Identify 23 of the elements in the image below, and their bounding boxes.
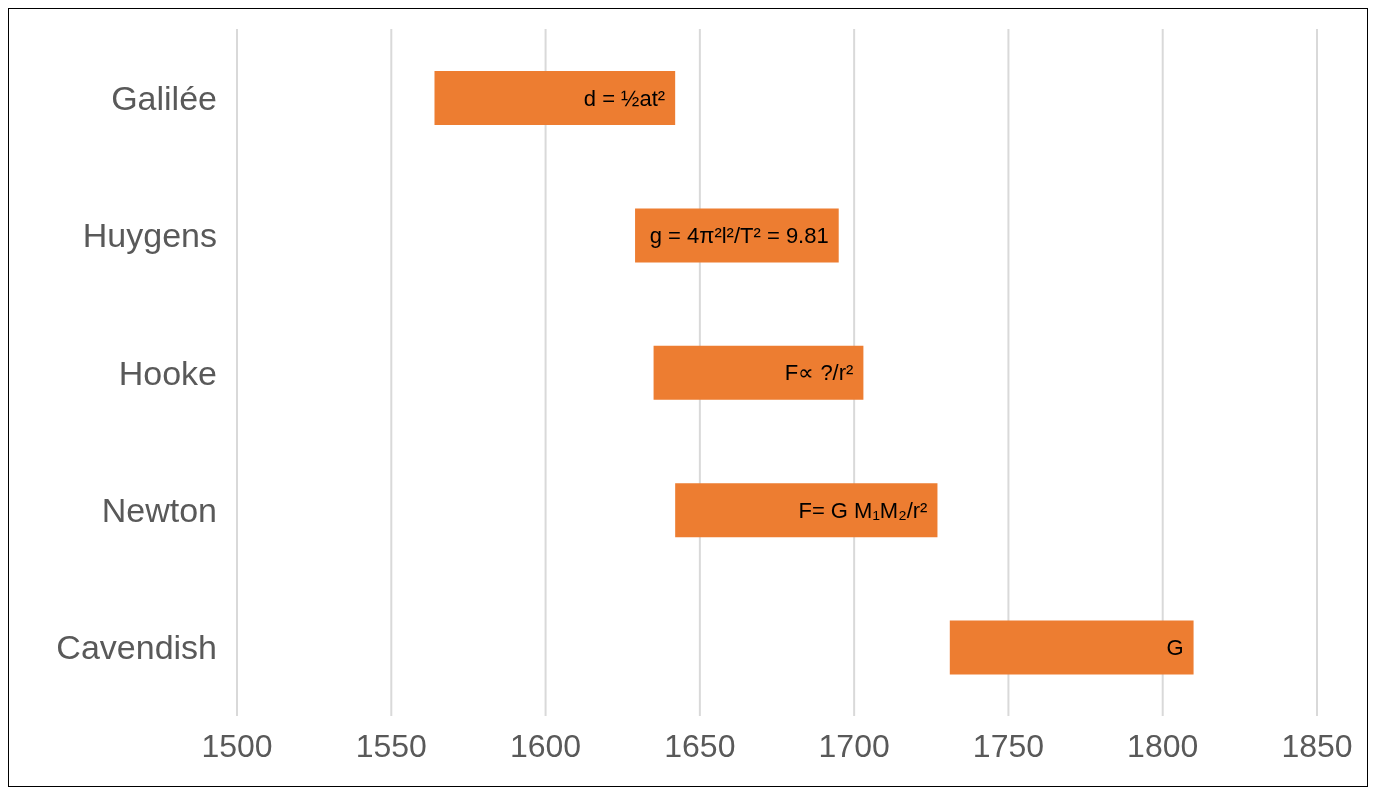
- y-tick-label: Newton: [101, 490, 217, 529]
- annotation: F∝ ?/r²: [784, 360, 854, 386]
- x-tick-label: 1500: [201, 727, 273, 764]
- x-tick-label: 1800: [1127, 727, 1199, 764]
- bar: [434, 71, 676, 125]
- bar: [675, 483, 938, 538]
- bar: [949, 620, 1194, 675]
- x-tick-label: 1750: [972, 727, 1045, 764]
- bar: [653, 345, 864, 400]
- x-tick-label: 1700: [818, 727, 890, 764]
- y-tick-label: Cavendish: [56, 628, 217, 667]
- y-tick-label: Huygens: [82, 216, 217, 255]
- annotation: F= G M₁M₂/r²: [798, 497, 928, 523]
- annotation: g = 4π²l²/T² = 9.81: [649, 222, 829, 248]
- x-tick-label: 1550: [355, 727, 427, 764]
- x-tick-label: 1650: [664, 727, 736, 764]
- y-tick-label: Galilée: [111, 78, 217, 117]
- annotation: d = ½at²: [583, 85, 666, 111]
- annotation: G: [1166, 635, 1184, 661]
- bar: [635, 208, 839, 263]
- x-tick-label: 1600: [509, 727, 582, 764]
- y-tick-label: Hooke: [118, 353, 217, 392]
- x-tick-label: 1850: [1281, 727, 1353, 764]
